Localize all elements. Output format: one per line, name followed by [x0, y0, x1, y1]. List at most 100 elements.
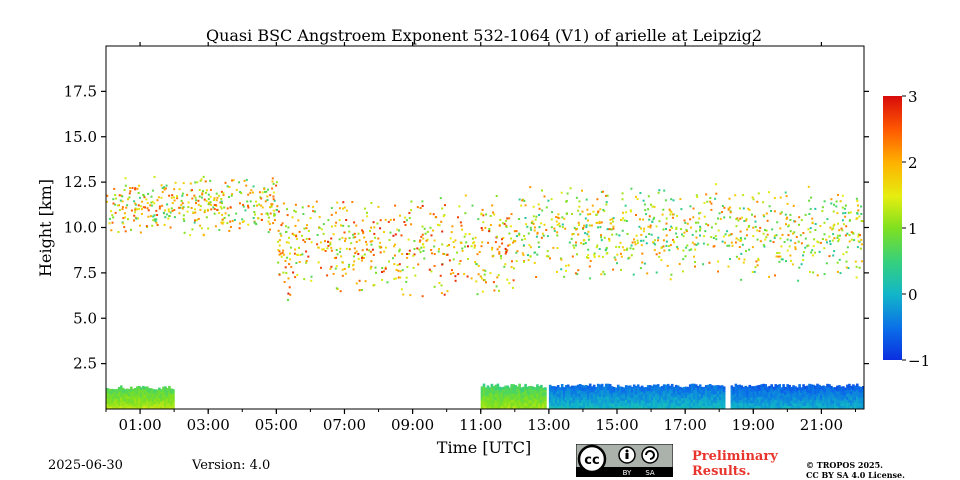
- cirrus-5-point: [294, 276, 297, 279]
- boundary-layer-1-cell: [512, 384, 515, 388]
- cirrus-6-point: [630, 210, 632, 213]
- boundary-layer-3-cell: [822, 403, 825, 407]
- cirrus-4-point: [128, 192, 131, 195]
- cirrus-5-point: [408, 217, 411, 220]
- cirrus-6-point: [735, 237, 738, 240]
- boundary-layer-3-cell: [752, 389, 756, 393]
- cirrus-5-point: [361, 219, 364, 222]
- boundary-layer-0-cell: [168, 385, 171, 390]
- boundary-layer-3-cell: [792, 394, 795, 398]
- boundary-layer-2-cell: [606, 396, 610, 401]
- boundary-layer-0-cell: [126, 403, 129, 407]
- boundary-layer-2-cell: [642, 387, 646, 391]
- cirrus-4-point: [142, 206, 145, 209]
- boundary-layer-2-cell: [548, 384, 552, 389]
- cirrus-5-point: [284, 260, 287, 262]
- cirrus-4-point: [209, 195, 212, 198]
- boundary-layer-0-cell: [146, 403, 149, 407]
- boundary-layer-1-cell: [504, 400, 508, 404]
- cirrus-5-point: [498, 224, 501, 227]
- boundary-layer-2-cell: [646, 400, 650, 404]
- cirrus-6-point: [738, 257, 741, 260]
- boundary-layer-3-cell: [764, 393, 767, 398]
- boundary-layer-2-cell: [556, 385, 560, 389]
- boundary-layer-2-cell: [560, 399, 564, 404]
- cirrus-6-point: [819, 241, 822, 244]
- cirrus-6-point: [833, 237, 836, 240]
- boundary-layer-3-cell: [836, 394, 839, 398]
- cirrus-6-point: [621, 192, 624, 195]
- boundary-layer-3-cell: [840, 395, 843, 399]
- cirrus-6-point: [852, 232, 855, 235]
- boundary-layer-2-cell: [554, 406, 558, 409]
- boundary-layer-3-cell: [772, 403, 775, 407]
- boundary-layer-2-cell: [620, 392, 624, 396]
- boundary-layer-0-cell: [112, 406, 115, 409]
- boundary-layer-3-cell: [810, 387, 813, 391]
- cirrus-5-point: [373, 232, 376, 235]
- cirrus-6-point: [680, 208, 683, 211]
- cirrus-6-point: [565, 269, 567, 272]
- boundary-layer-2-cell: [550, 389, 554, 393]
- boundary-layer-2-cell: [712, 403, 716, 407]
- cirrus-6-point: [717, 217, 719, 220]
- cirrus-6-point: [630, 244, 633, 247]
- boundary-layer-2-cell: [592, 402, 596, 407]
- cirrus-4-point: [192, 211, 195, 214]
- cirrus-6-point: [699, 211, 702, 214]
- cirrus-6-point: [682, 235, 685, 238]
- boundary-layer-3-cell: [816, 402, 819, 407]
- boundary-layer-0-cell: [136, 386, 139, 390]
- cirrus-6-point: [612, 225, 615, 228]
- cirrus-6-point: [841, 219, 844, 222]
- boundary-layer-1-cell: [490, 402, 494, 407]
- boundary-layer-2-cell: [658, 389, 662, 393]
- cirrus-5-point: [381, 271, 383, 273]
- boundary-layer-3-cell: [832, 389, 835, 394]
- boundary-layer-1-cell: [538, 403, 541, 407]
- cirrus-6-point: [596, 244, 599, 247]
- boundary-layer-1-cell: [510, 402, 513, 407]
- cirrus-5-point: [382, 270, 385, 273]
- boundary-layer-0-cell: [134, 388, 137, 392]
- boundary-layer-1-cell: [498, 406, 502, 409]
- boundary-layer-1-cell: [508, 390, 511, 394]
- cirrus-4-point: [162, 211, 165, 214]
- cirrus-6-point: [668, 229, 671, 232]
- boundary-layer-0-cell: [136, 389, 139, 393]
- boundary-layer-0-cell: [162, 386, 165, 391]
- cirrus-5-point: [443, 214, 446, 216]
- cirrus-6-point: [756, 238, 759, 241]
- cirrus-6-point: [735, 255, 738, 258]
- boundary-layer-1-cell: [490, 387, 494, 391]
- boundary-layer-2-cell: [676, 388, 680, 392]
- boundary-layer-1-cell: [516, 392, 519, 396]
- cirrus-6-point: [545, 255, 548, 258]
- cirrus-5-point: [513, 230, 516, 233]
- boundary-layer-1-cell: [498, 395, 502, 399]
- boundary-layer-1-cell: [504, 397, 508, 401]
- cirrus-6-point: [526, 225, 529, 228]
- cirrus-6-point: [565, 200, 568, 203]
- boundary-layer-2-cell: [716, 388, 720, 392]
- boundary-layer-3-cell: [778, 390, 781, 394]
- cirrus-6-point: [644, 209, 647, 212]
- boundary-layer-3-cell: [796, 387, 799, 391]
- cirrus-6-point: [571, 255, 574, 258]
- boundary-layer-3-cell: [822, 400, 825, 404]
- boundary-layer-2-cell: [638, 403, 642, 407]
- boundary-layer-0-cell: [152, 391, 155, 395]
- cirrus-6-point: [765, 229, 768, 232]
- boundary-layer-1-cell: [506, 397, 510, 401]
- preliminary-note: Preliminary Results.: [692, 449, 778, 479]
- cirrus-6-point: [712, 237, 715, 239]
- cirrus-5-point: [413, 240, 416, 242]
- boundary-layer-2-cell: [638, 386, 642, 391]
- boundary-layer-2-cell: [696, 400, 700, 404]
- boundary-layer-3-cell: [768, 388, 771, 393]
- cirrus-5-point: [372, 254, 375, 256]
- cirrus-6-point: [662, 228, 665, 231]
- boundary-layer-3-cell: [754, 397, 758, 401]
- boundary-layer-2-cell: [656, 405, 660, 409]
- boundary-layer-2-cell: [578, 399, 582, 404]
